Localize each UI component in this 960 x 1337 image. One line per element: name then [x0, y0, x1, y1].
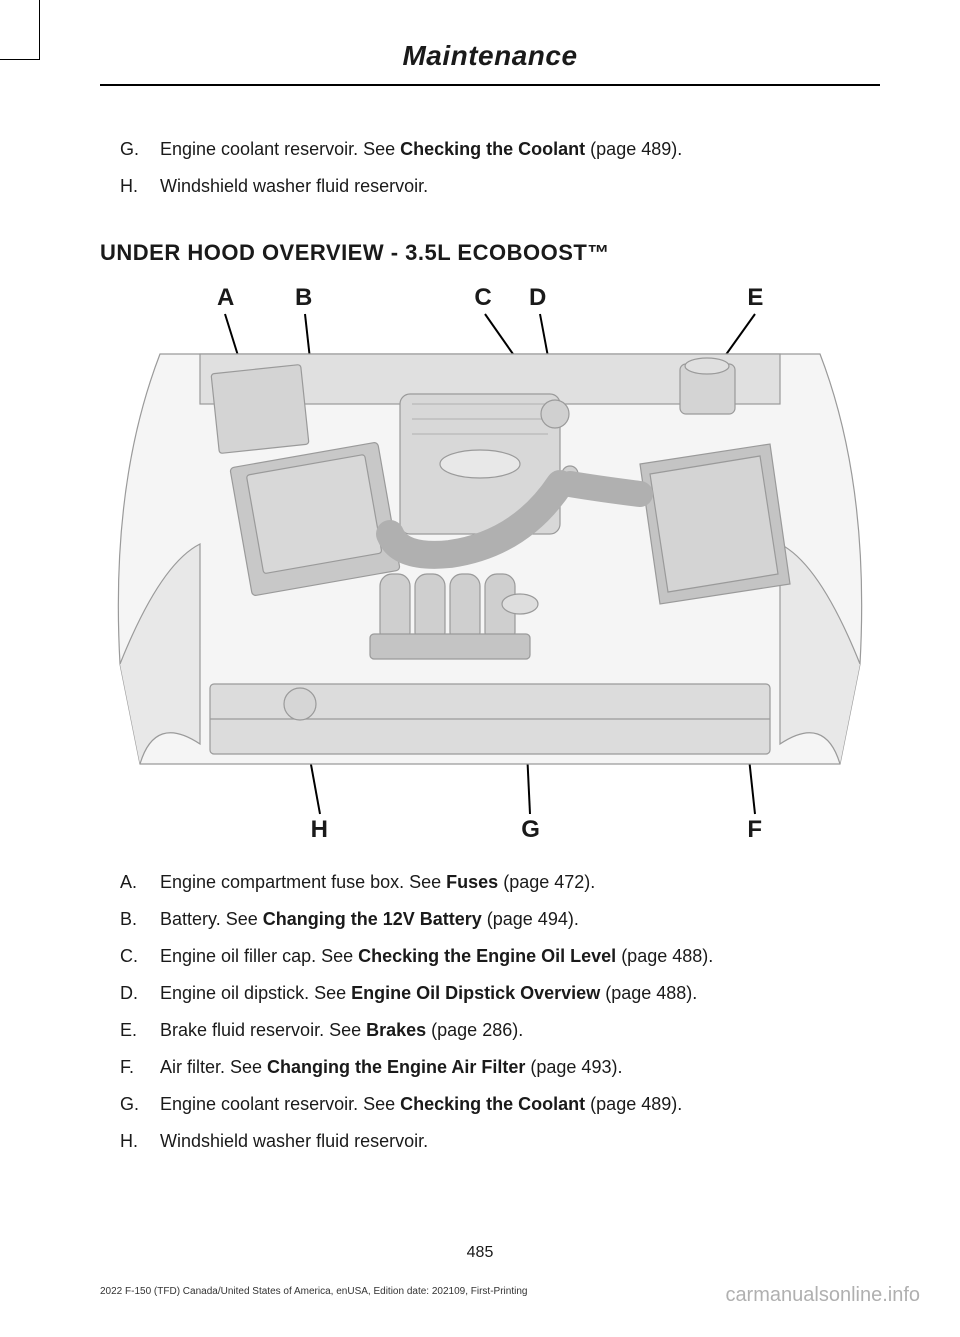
list-text: Air filter. See Changing the Engine Air … — [160, 1054, 880, 1081]
top-list: G. Engine coolant reservoir. See Checkin… — [120, 136, 880, 200]
list-item: F. Air filter. See Changing the Engine A… — [120, 1054, 880, 1081]
text-pre: Air filter. See — [160, 1057, 267, 1077]
list-item: H. Windshield washer fluid reservoir. — [120, 1128, 880, 1155]
list-text: Engine compartment fuse box. See Fuses (… — [160, 869, 880, 896]
diagram-label-f: F — [747, 816, 762, 844]
text-pre: Engine oil filler cap. See — [160, 946, 358, 966]
text-post: (page 286). — [426, 1020, 523, 1040]
diagram-label-d: D — [529, 284, 546, 312]
text-pre: Engine compartment fuse box. See — [160, 872, 446, 892]
text-pre: Windshield washer fluid reservoir. — [160, 1131, 428, 1151]
list-item: B. Battery. See Changing the 12V Battery… — [120, 906, 880, 933]
list-item: G. Engine coolant reservoir. See Checkin… — [120, 136, 880, 163]
diagram-label-c: C — [474, 284, 491, 312]
list-item: D. Engine oil dipstick. See Engine Oil D… — [120, 980, 880, 1007]
text-post: (page 494). — [482, 909, 579, 929]
text-bold: Checking the Engine Oil Level — [358, 946, 616, 966]
text-bold: Engine Oil Dipstick Overview — [351, 983, 600, 1003]
list-item: C. Engine oil filler cap. See Checking t… — [120, 943, 880, 970]
list-text: Engine oil dipstick. See Engine Oil Dips… — [160, 980, 880, 1007]
diagram-label-g: G — [521, 816, 540, 844]
list-text: Engine oil filler cap. See Checking the … — [160, 943, 880, 970]
text-bold: Checking the Coolant — [400, 1094, 585, 1114]
page-title: Maintenance — [100, 40, 880, 86]
main-list: A. Engine compartment fuse box. See Fuse… — [120, 869, 880, 1155]
diagram-label-a: A — [217, 284, 234, 312]
watermark: carmanualsonline.info — [725, 1284, 920, 1307]
list-letter: G. — [120, 1091, 160, 1118]
text-bold: Changing the 12V Battery — [263, 909, 482, 929]
text-pre: Brake fluid reservoir. See — [160, 1020, 366, 1040]
list-item: G. Engine coolant reservoir. See Checkin… — [120, 1091, 880, 1118]
text-bold: Checking the Coolant — [400, 139, 585, 159]
diagram-label-b: B — [295, 284, 312, 312]
engine-svg — [100, 284, 880, 844]
list-letter: H. — [120, 173, 160, 200]
text-post: (page 488). — [616, 946, 713, 966]
section-heading: UNDER HOOD OVERVIEW - 3.5L ECOBOOST™ — [100, 240, 880, 266]
text-post: (page 489). — [585, 139, 682, 159]
list-text: Windshield washer fluid reservoir. — [160, 173, 880, 200]
list-text: Brake fluid reservoir. See Brakes (page … — [160, 1017, 880, 1044]
list-item: H. Windshield washer fluid reservoir. — [120, 173, 880, 200]
list-letter: E. — [120, 1017, 160, 1044]
text-post: (page 489). — [585, 1094, 682, 1114]
list-item: A. Engine compartment fuse box. See Fuse… — [120, 869, 880, 896]
text-bold: Changing the Engine Air Filter — [267, 1057, 525, 1077]
list-letter: F. — [120, 1054, 160, 1081]
page-number: 485 — [0, 1244, 960, 1262]
list-text: Engine coolant reservoir. See Checking t… — [160, 136, 880, 163]
text-pre: Battery. See — [160, 909, 263, 929]
text-pre: Engine coolant reservoir. See — [160, 1094, 400, 1114]
engine-diagram: A B C D E H G F — [100, 284, 880, 844]
text-pre: Engine coolant reservoir. See — [160, 139, 400, 159]
text-pre: Windshield washer fluid reservoir. — [160, 176, 428, 196]
text-bold: Brakes — [366, 1020, 426, 1040]
list-letter: D. — [120, 980, 160, 1007]
text-bold: Fuses — [446, 872, 498, 892]
list-letter: H. — [120, 1128, 160, 1155]
text-pre: Engine oil dipstick. See — [160, 983, 351, 1003]
list-text: Battery. See Changing the 12V Battery (p… — [160, 906, 880, 933]
list-item: E. Brake fluid reservoir. See Brakes (pa… — [120, 1017, 880, 1044]
text-post: (page 488). — [600, 983, 697, 1003]
list-letter: B. — [120, 906, 160, 933]
text-post: (page 493). — [525, 1057, 622, 1077]
list-letter: G. — [120, 136, 160, 163]
diagram-label-h: H — [311, 816, 328, 844]
list-text: Windshield washer fluid reservoir. — [160, 1128, 880, 1155]
diagram-label-e: E — [747, 284, 763, 312]
diagram-container: A B C D E H G F — [100, 284, 880, 844]
list-letter: C. — [120, 943, 160, 970]
list-text: Engine coolant reservoir. See Checking t… — [160, 1091, 880, 1118]
list-letter: A. — [120, 869, 160, 896]
page-container: Maintenance G. Engine coolant reservoir.… — [0, 0, 960, 1337]
text-post: (page 472). — [498, 872, 595, 892]
footer-text: 2022 F-150 (TFD) Canada/United States of… — [100, 1286, 527, 1297]
